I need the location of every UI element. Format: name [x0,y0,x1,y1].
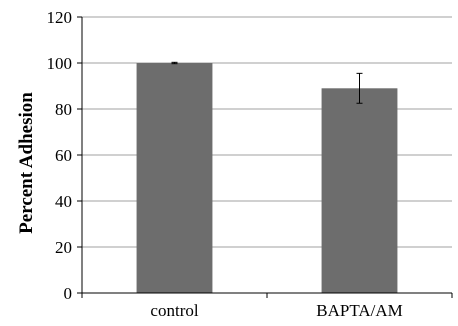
y-axis-title: Percent Adhesion [16,92,37,234]
x-tick-label: control [150,301,198,320]
bar-control [136,63,213,293]
x-tick-label: BAPTA/AM [316,301,403,320]
y-tick-label: 40 [55,192,72,211]
y-tick-label: 80 [55,100,72,119]
axes [77,16,453,298]
bars [136,61,398,293]
y-tick-label: 120 [47,8,73,27]
y-tick-label: 60 [55,146,72,165]
y-tick-label: 0 [64,284,73,303]
bar-bapta-am [321,88,398,293]
labels: 0 20 40 60 80 100 120 control BAPTA/AM [47,8,403,320]
y-tick-label: 20 [55,238,72,257]
y-tick-label: 100 [47,54,73,73]
